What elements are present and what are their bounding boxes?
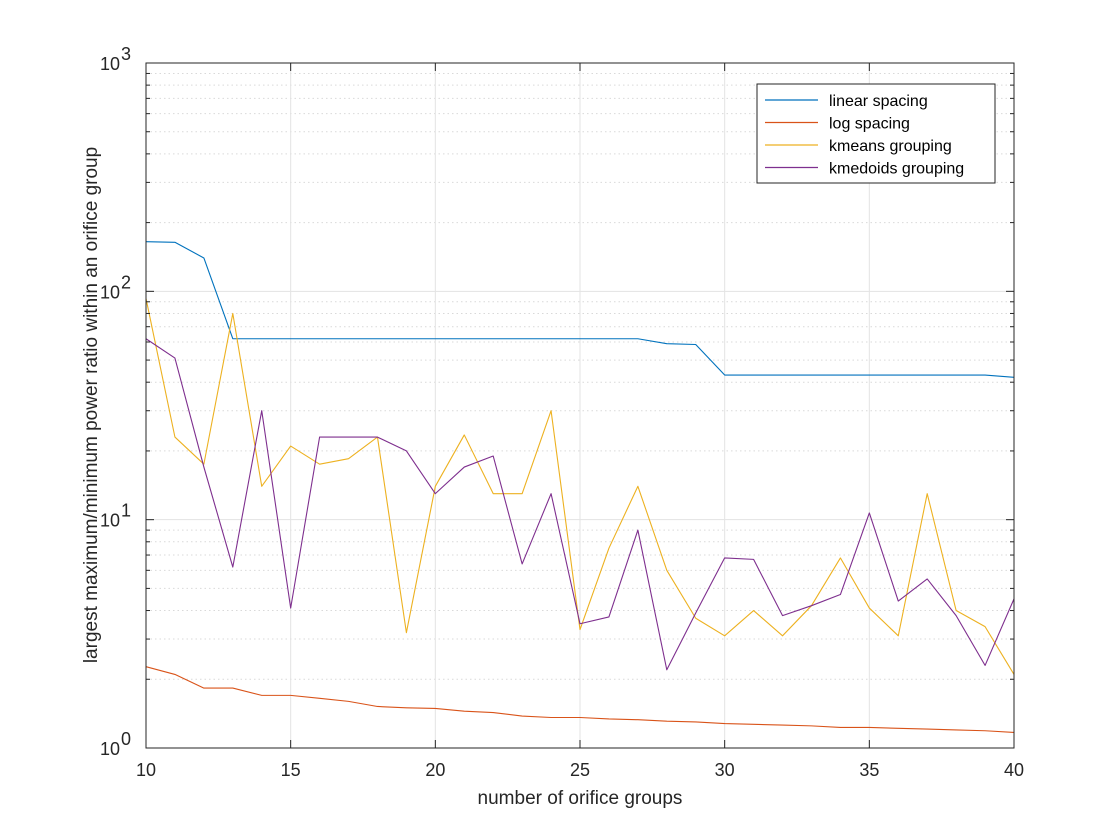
x-tick-label: 20 <box>425 760 445 780</box>
legend: linear spacing log spacing kmeans grouping… <box>756 83 996 184</box>
legend-label: linear spacing <box>829 93 928 110</box>
y-tick-label: 10 1 <box>100 501 131 531</box>
legend-label: kmeans grouping <box>829 138 952 155</box>
series-line-3 <box>145 298 1015 675</box>
y-axis-title: largest maximum/minimum power ratio with… <box>81 147 102 663</box>
series-line-4 <box>145 338 1015 671</box>
y-tick-label-exponent: 3 <box>121 44 131 64</box>
x-tick-label: 30 <box>715 760 735 780</box>
y-tick-label: 10 0 <box>100 729 131 759</box>
series-line-2 <box>145 666 1015 733</box>
x-tick-label: 40 <box>1004 760 1024 780</box>
legend-label: kmedoids grouping <box>829 161 964 178</box>
series-lines <box>145 241 1015 733</box>
y-tick-label: 10 2 <box>100 272 131 302</box>
y-tick-label-base: 10 <box>100 511 120 531</box>
y-tick-label-base: 10 <box>100 54 120 74</box>
legend-label: log spacing <box>829 116 910 133</box>
y-tick-label-exponent: 2 <box>121 272 131 292</box>
x-tick-label: 15 <box>281 760 301 780</box>
x-axis-title: number of orifice groups <box>478 788 683 809</box>
x-tick-label: 10 <box>136 760 156 780</box>
y-tick-label-exponent: 0 <box>121 729 131 749</box>
axis-ticks <box>145 62 1015 749</box>
y-tick-label-base: 10 <box>100 282 120 302</box>
x-tick-label: 25 <box>570 760 590 780</box>
y-tick-label-exponent: 1 <box>121 501 131 521</box>
x-tick-label: 35 <box>859 760 879 780</box>
series-line-1 <box>145 241 1015 378</box>
x-tick-labels: 10 15 20 25 30 35 40 <box>136 760 1024 780</box>
y-tick-label-base: 10 <box>100 739 120 759</box>
y-tick-label: 10 3 <box>100 44 131 74</box>
major-gridlines <box>146 63 1014 748</box>
